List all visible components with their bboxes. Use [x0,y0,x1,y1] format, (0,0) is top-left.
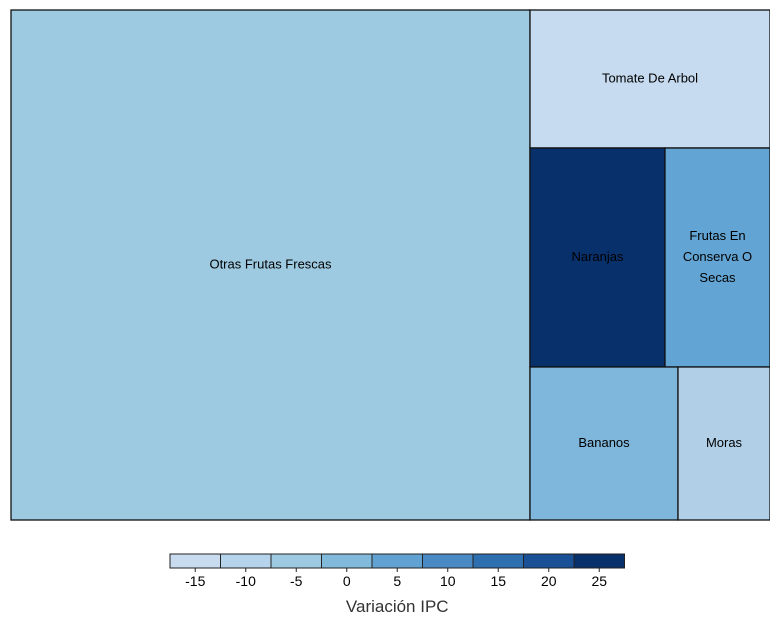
legend-swatch [169,553,221,569]
legend-tick-label: -15 [185,573,205,589]
legend-swatch [422,553,474,569]
legend-swatch [220,553,272,569]
tile-tomate-de-arbol: Tomate De Arbol [529,9,770,149]
tile-rect [677,366,770,521]
legend-tick-label: -10 [236,573,256,589]
tile-label: Secas [699,270,736,285]
legend-swatch [523,553,575,569]
legend-tick-label: 20 [541,573,557,589]
tile-label: Otras Frutas Frescas [209,256,332,271]
tile-moras: Moras [677,366,770,521]
legend-swatch [321,553,373,569]
tile-naranjas: Naranjas [529,147,666,368]
tile-bananos: Bananos [529,366,679,521]
legend: -15 -10 -5 0 5 10 15 20 25 Variación IPC [169,553,625,616]
tile-label: Naranjas [571,249,624,264]
legend-swatch [270,553,322,569]
legend-title: Variación IPC [346,597,449,616]
tile-label: Tomate De Arbol [602,70,698,85]
tile-label: Moras [706,435,743,450]
legend-swatch [371,553,423,569]
tile-label: Bananos [578,435,630,450]
legend-swatch [573,553,625,569]
legend-tick-label: 15 [490,573,506,589]
tile-rect [664,147,770,368]
tile-label: Conserva O [683,249,752,264]
tile-label: Frutas En [689,228,745,243]
legend-tick-label: -5 [290,573,303,589]
tile-rect [529,9,770,149]
legend-tick-label: 0 [343,573,351,589]
legend-tick-label: 5 [393,573,401,589]
legend-swatch [472,553,524,569]
tile-rect [10,9,531,521]
legend-tick-label: 10 [440,573,456,589]
tile-frutas-en-conserva-o-secas: Frutas En Conserva O Secas [664,147,770,368]
tile-otras-frutas-frescas: Otras Frutas Frescas [10,9,531,521]
legend-tick-label: 25 [591,573,607,589]
tile-rect [529,366,679,521]
